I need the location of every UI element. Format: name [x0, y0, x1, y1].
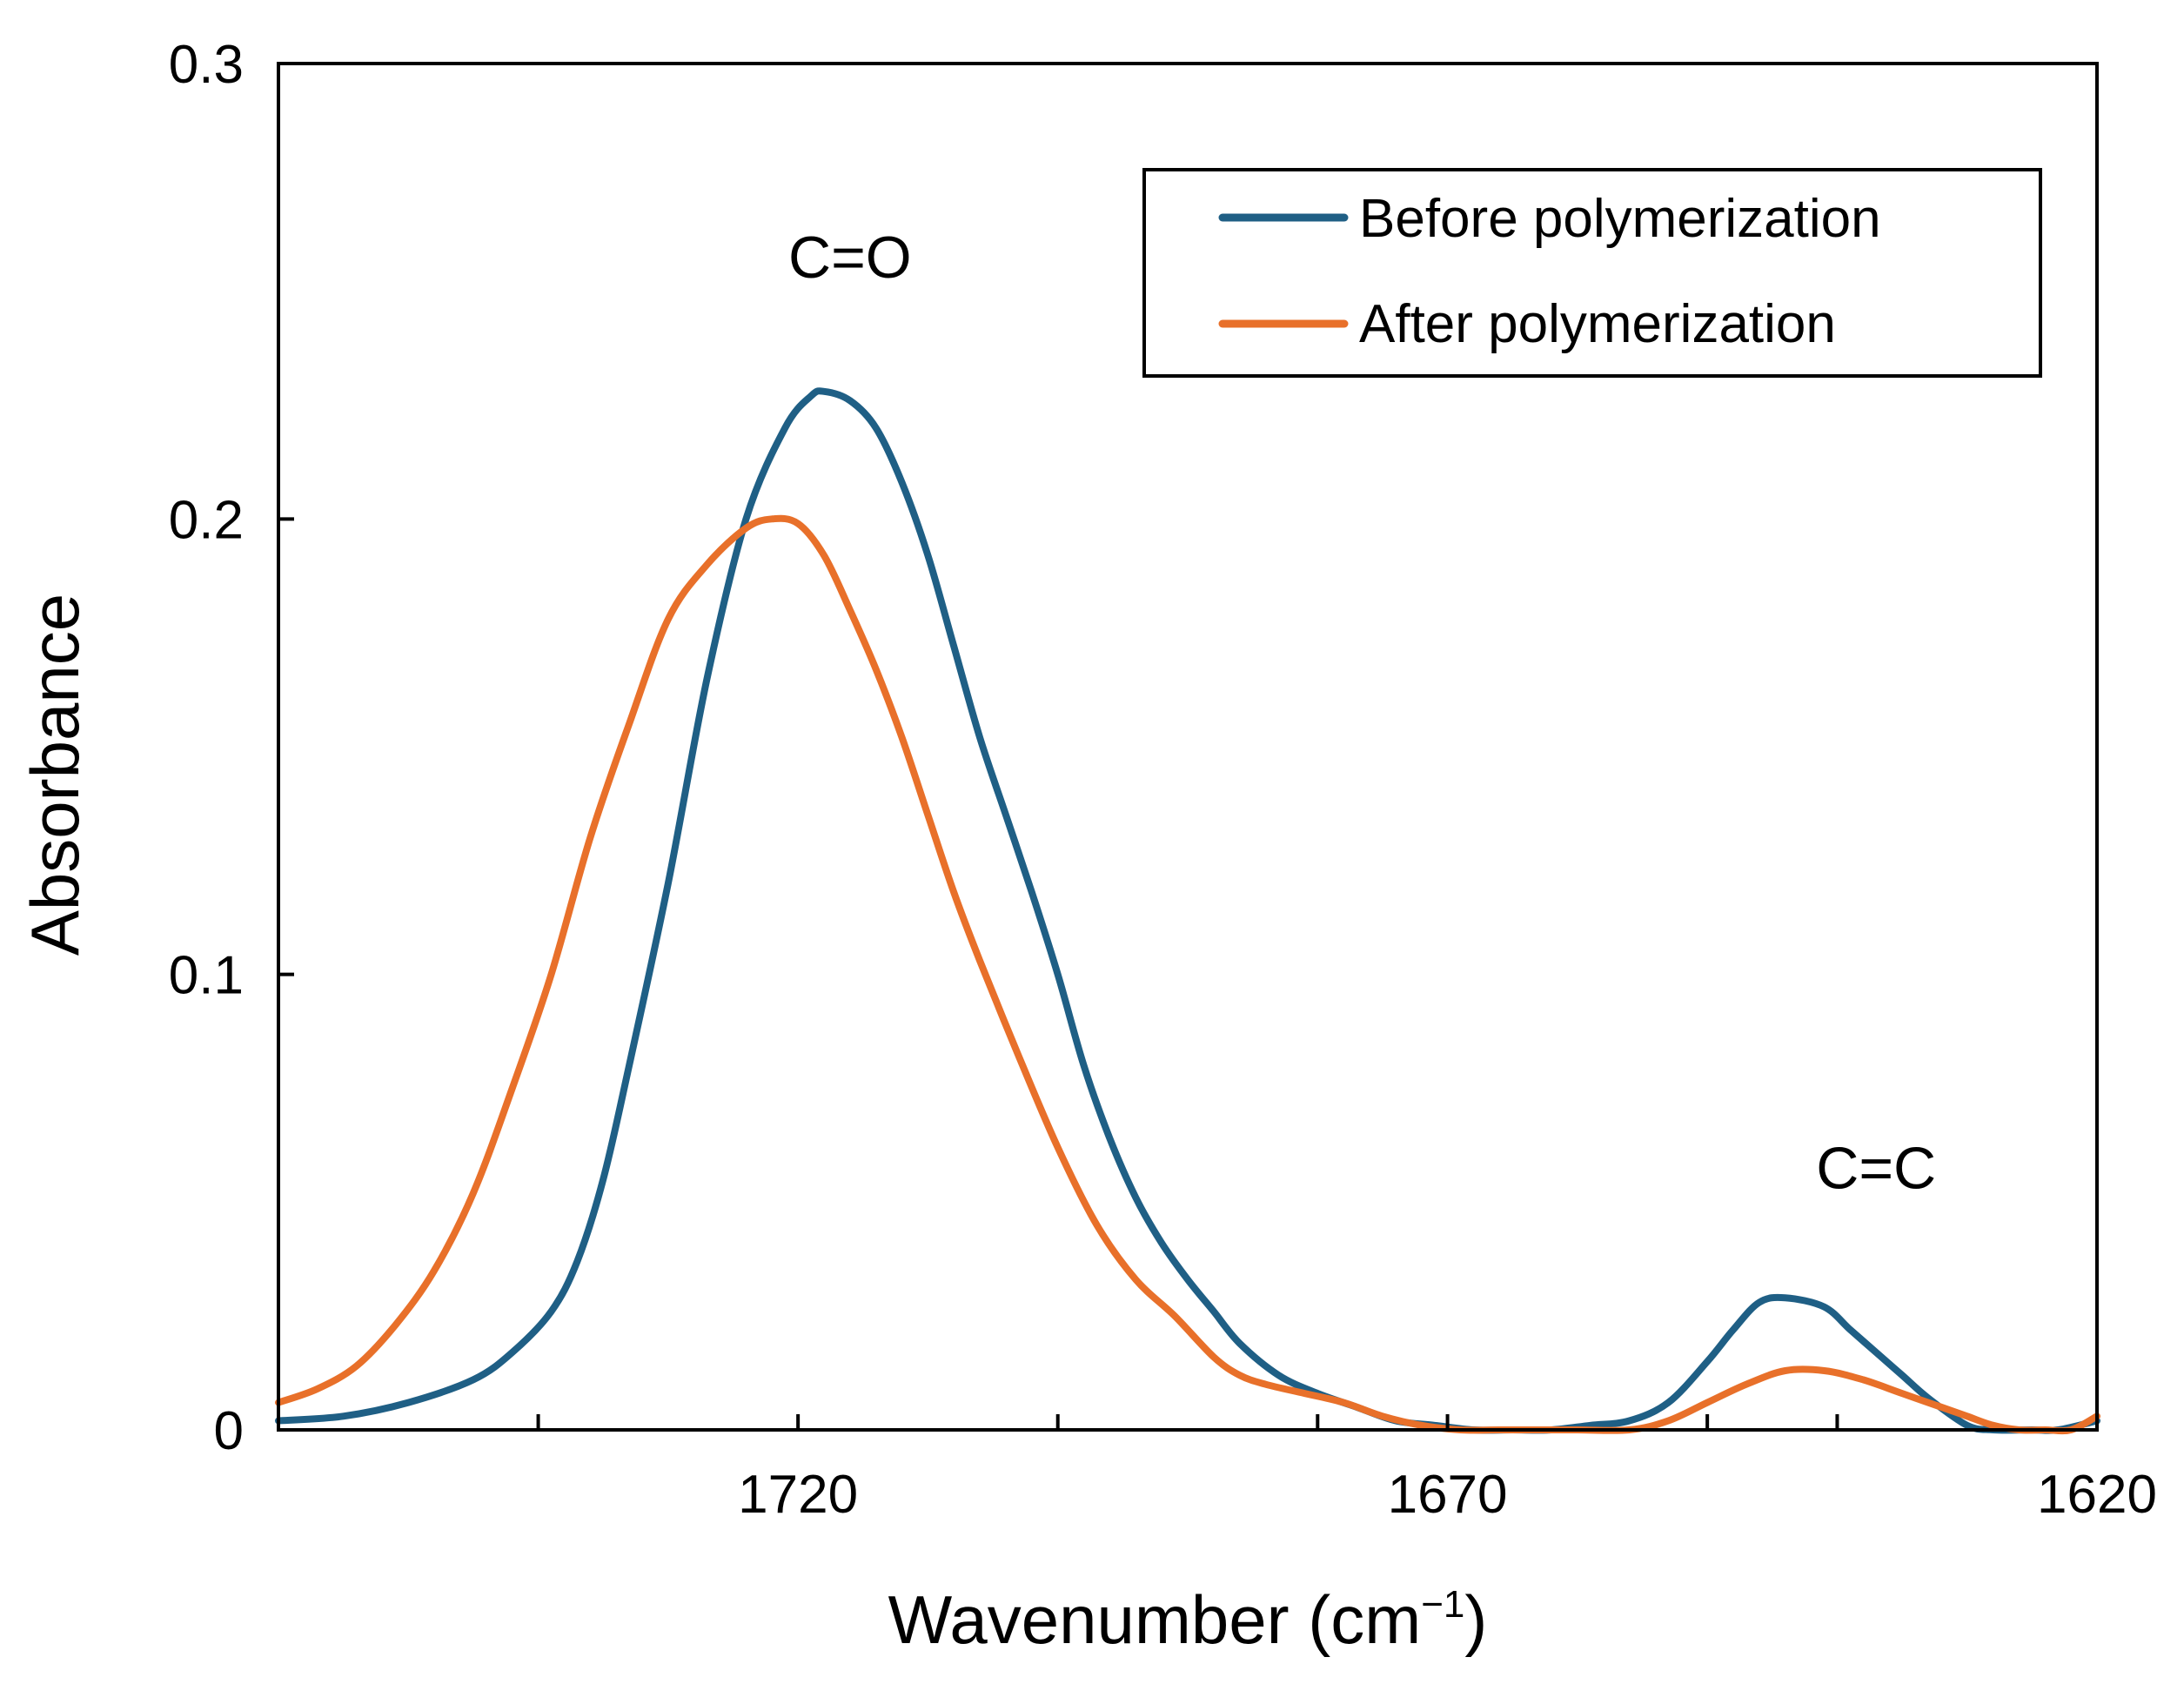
legend-box	[1142, 168, 2042, 378]
peak-annotation: C=O	[788, 225, 912, 291]
series-line-after	[275, 514, 2100, 1435]
x-axis-title: Wavenumber (cm−1)	[888, 1581, 1488, 1658]
x-tick-label: 1620	[2037, 1465, 2157, 1525]
annotation-layer: C=O C=C	[788, 225, 1936, 1202]
x-axis-title-main: Wavenumber (cm	[888, 1581, 1422, 1658]
legend-label-after: After polymerization	[1359, 294, 1836, 354]
plot-frame	[277, 62, 2099, 1432]
y-tick-label: 0	[214, 1401, 244, 1461]
legend-label-before: Before polymerization	[1359, 189, 1881, 249]
x-tick-label: 1720	[738, 1465, 858, 1525]
peak-annotation: C=C	[1816, 1136, 1936, 1202]
x-tick-label: 1670	[1388, 1465, 1508, 1525]
series-line-before	[275, 387, 2100, 1434]
legend: Before polymerization After polymerizati…	[1142, 168, 2042, 378]
tick-layer: 1720 1670 1620 0 0.1 0.2 0.3	[169, 35, 2157, 1525]
x-axis-title-close: )	[1464, 1581, 1487, 1658]
y-tick-label: 0.3	[169, 35, 244, 95]
series-layer	[275, 387, 2100, 1435]
y-tick-label: 0.2	[169, 490, 244, 550]
x-axis-title-superscript: −1	[1421, 1583, 1464, 1626]
y-axis-title: Absorbance	[17, 594, 93, 956]
y-tick-label: 0.1	[169, 946, 244, 1006]
